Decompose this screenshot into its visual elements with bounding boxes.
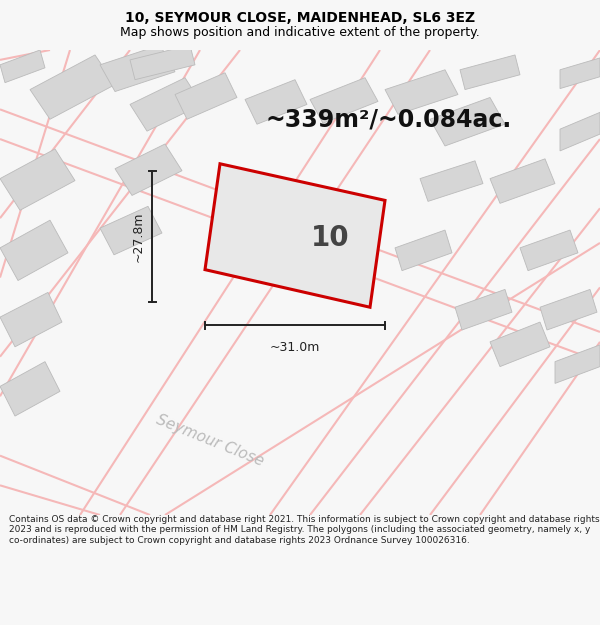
Polygon shape	[490, 322, 550, 367]
Polygon shape	[0, 292, 62, 347]
Polygon shape	[520, 230, 578, 271]
Polygon shape	[130, 78, 202, 131]
Polygon shape	[100, 206, 162, 255]
Text: 10: 10	[311, 224, 349, 252]
Text: ~339m²/~0.084ac.: ~339m²/~0.084ac.	[265, 107, 511, 131]
Polygon shape	[0, 220, 68, 281]
Polygon shape	[490, 159, 555, 203]
Polygon shape	[205, 164, 385, 308]
Text: ~31.0m: ~31.0m	[270, 341, 320, 354]
Polygon shape	[560, 112, 600, 151]
Text: ~27.8m: ~27.8m	[131, 211, 145, 262]
Polygon shape	[540, 289, 597, 330]
Polygon shape	[460, 55, 520, 89]
Text: Map shows position and indicative extent of the property.: Map shows position and indicative extent…	[120, 26, 480, 39]
Text: 10, SEYMOUR CLOSE, MAIDENHEAD, SL6 3EZ: 10, SEYMOUR CLOSE, MAIDENHEAD, SL6 3EZ	[125, 11, 475, 25]
Text: Contains OS data © Crown copyright and database right 2021. This information is : Contains OS data © Crown copyright and d…	[9, 515, 599, 545]
Polygon shape	[420, 161, 483, 201]
Polygon shape	[395, 230, 452, 271]
Polygon shape	[245, 79, 307, 124]
Polygon shape	[0, 50, 45, 82]
Polygon shape	[0, 362, 60, 416]
Polygon shape	[130, 45, 195, 79]
Polygon shape	[0, 149, 75, 210]
Text: Seymour Close: Seymour Close	[154, 412, 266, 469]
Polygon shape	[100, 45, 175, 91]
Polygon shape	[175, 72, 237, 119]
Polygon shape	[560, 58, 600, 89]
Polygon shape	[385, 70, 458, 114]
Polygon shape	[455, 289, 512, 330]
Polygon shape	[30, 55, 115, 119]
Polygon shape	[310, 78, 378, 123]
Polygon shape	[115, 144, 182, 196]
Polygon shape	[555, 345, 600, 383]
Polygon shape	[430, 98, 505, 146]
